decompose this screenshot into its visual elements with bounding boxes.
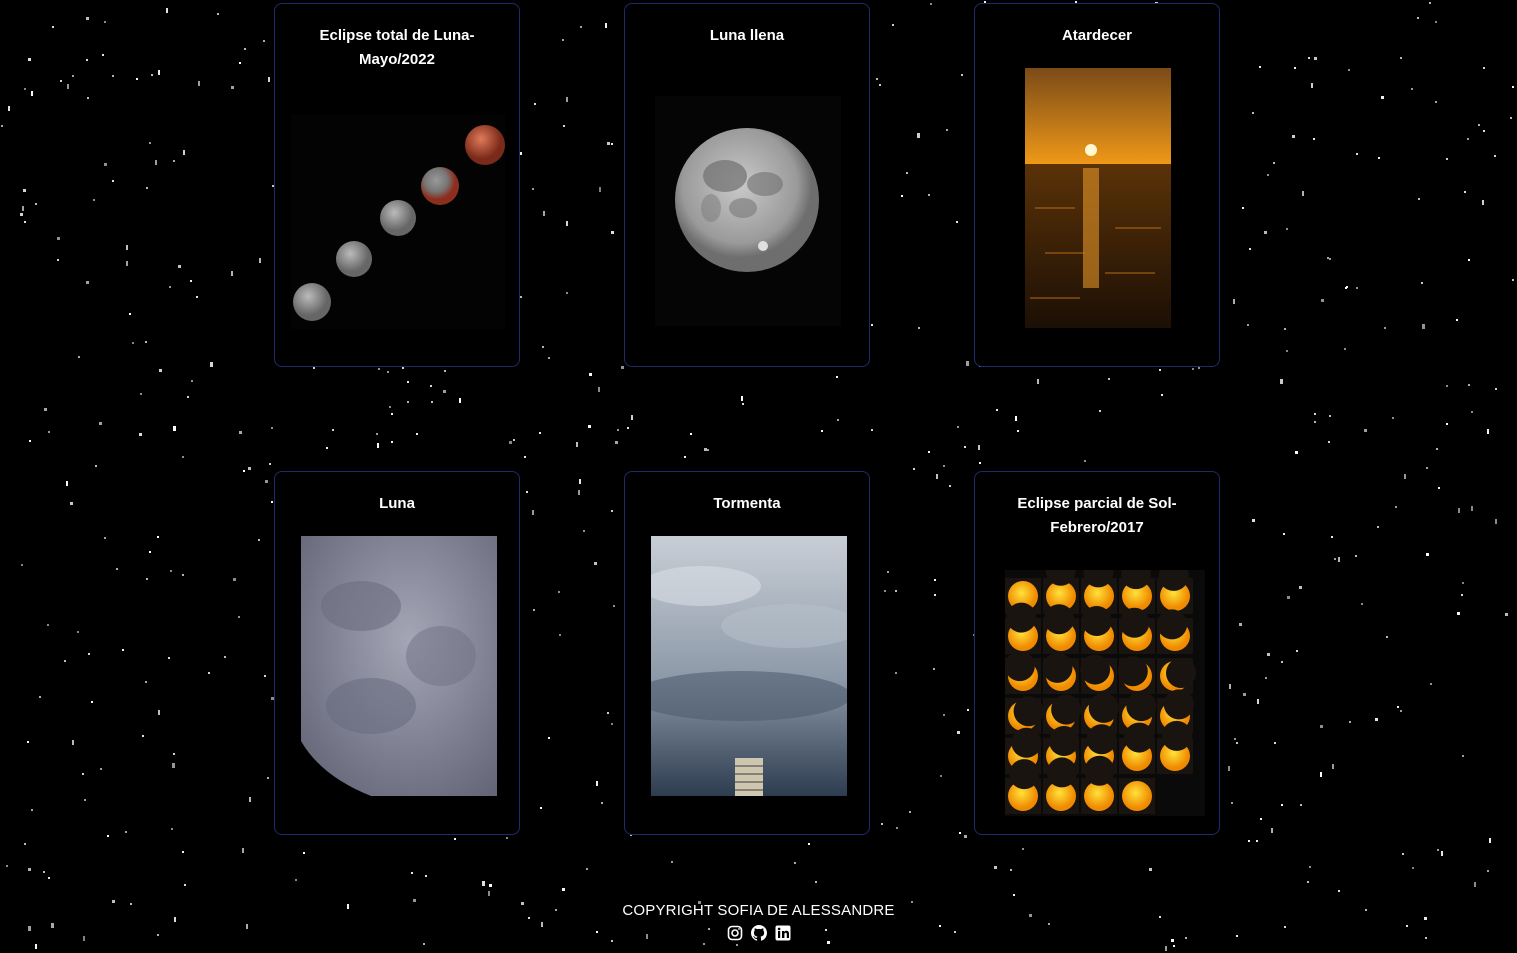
- github-icon[interactable]: [750, 925, 767, 941]
- instagram-icon[interactable]: [727, 925, 743, 941]
- photo-card[interactable]: Tormenta: [624, 471, 870, 835]
- sunset-image[interactable]: [1025, 68, 1171, 328]
- photo-card[interactable]: Eclipse total de Luna-Mayo/2022: [274, 3, 520, 367]
- solar-eclipse-image[interactable]: [1005, 570, 1205, 816]
- social-links: [0, 925, 1517, 941]
- card-title: Luna llena: [709, 27, 785, 44]
- photo-card[interactable]: Eclipse parcial de Sol-Febrero/2017: [974, 471, 1220, 835]
- card-title: Eclipse total de Luna-Mayo/2022: [319, 27, 475, 68]
- card-title: Tormenta: [713, 495, 781, 512]
- footer: COPYRIGHT SOFIA DE ALESSANDRE: [0, 902, 1517, 941]
- photo-card[interactable]: Atardecer: [974, 3, 1220, 367]
- photo-card[interactable]: Luna: [274, 471, 520, 835]
- card-title: Eclipse parcial de Sol-Febrero/2017: [1017, 495, 1177, 536]
- lunar-eclipse-image[interactable]: [291, 114, 505, 329]
- full-moon-image[interactable]: [655, 96, 841, 326]
- photo-card[interactable]: Luna llena: [624, 3, 870, 367]
- linkedin-icon[interactable]: [775, 925, 791, 941]
- card-title: Atardecer: [1061, 27, 1133, 44]
- card-title: Luna: [379, 495, 415, 512]
- moon-closeup-image[interactable]: [301, 536, 497, 796]
- copyright-text: COPYRIGHT SOFIA DE ALESSANDRE: [622, 902, 895, 919]
- storm-image[interactable]: [651, 536, 847, 796]
